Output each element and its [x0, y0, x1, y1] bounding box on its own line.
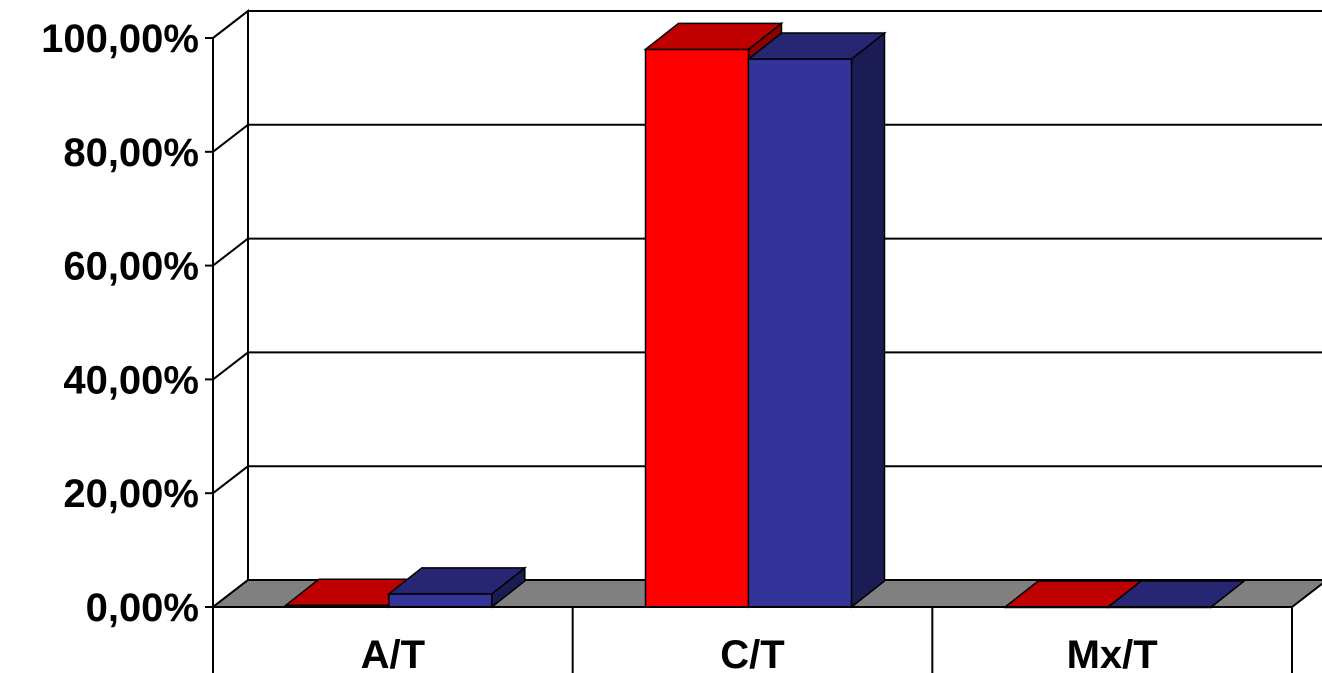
gridline-side	[212, 351, 249, 381]
bar-side	[850, 31, 886, 609]
x-axis: A/T C/T Mx/T	[212, 606, 1293, 673]
bar-top	[386, 567, 527, 595]
y-tick-label: 40,00%	[63, 358, 199, 402]
x-tick-label: C/T	[720, 633, 784, 673]
bar-top	[746, 32, 887, 60]
gridline-side	[212, 124, 249, 153]
y-axis: 0,00% 20,00% 40,00% 60,00% 80,00% 100,00%	[41, 17, 213, 630]
bar-front	[388, 593, 493, 608]
bar-front	[747, 58, 853, 608]
y-tick-label: 100,00%	[41, 17, 199, 61]
y-tick-label: 0,00%	[86, 586, 199, 630]
y-tick-label: 80,00%	[63, 131, 199, 175]
bar	[386, 566, 527, 609]
gridline-side	[212, 465, 249, 494]
gridline-side	[212, 237, 249, 267]
x-tick-label: Mx/T	[1067, 633, 1158, 673]
bar	[746, 31, 887, 609]
y-tick-label: 60,00%	[63, 245, 199, 289]
x-tick-label: A/T	[361, 633, 425, 673]
bar-front	[644, 48, 750, 608]
bars	[283, 21, 1247, 609]
y-tick-label: 20,00%	[63, 472, 199, 516]
side-wall	[212, 8, 249, 610]
bar-top	[643, 22, 784, 51]
gridline-side	[212, 10, 249, 39]
